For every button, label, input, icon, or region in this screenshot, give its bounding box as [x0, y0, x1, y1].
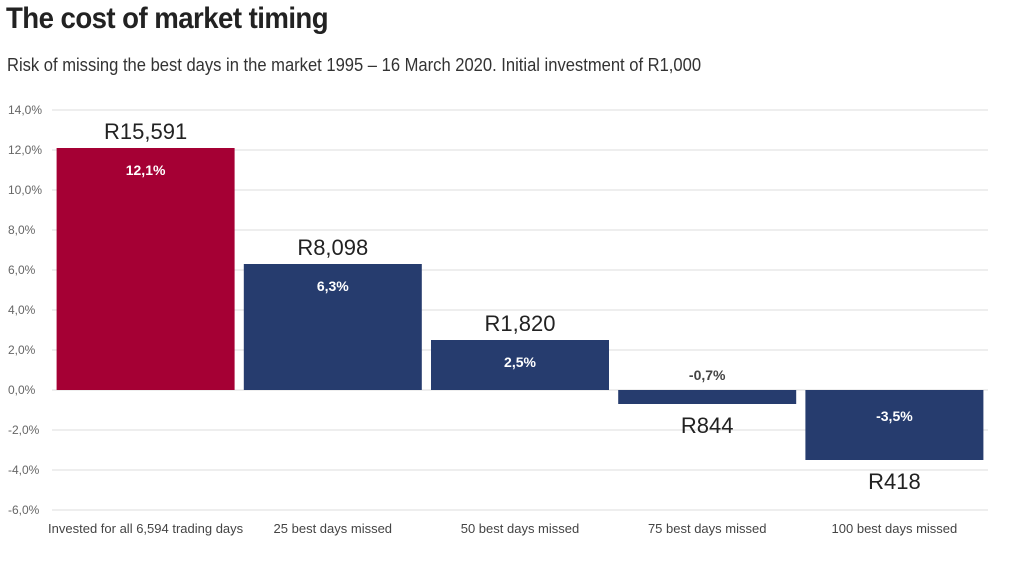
percent-label: 2,5%	[504, 354, 536, 370]
bar	[243, 264, 422, 390]
y-tick-label: -6,0%	[8, 503, 40, 517]
y-tick-label: 4,0%	[8, 303, 36, 317]
final-value-label: R1,820	[485, 311, 556, 336]
percent-label: -3,5%	[876, 408, 913, 424]
category-label: 50 best days missed	[461, 521, 580, 536]
final-value-label: R15,591	[104, 119, 187, 144]
category-label: 100 best days missed	[832, 521, 958, 536]
y-axis: -6,0% -4,0% -2,0% 0,0% 2,0% 4,0% 6,0% 8,0% 10,0%…	[8, 103, 42, 517]
final-value-label: R418	[868, 469, 921, 494]
bars	[56, 148, 984, 460]
y-tick-label: 0,0%	[8, 383, 36, 397]
category-label: Invested for all 6,594 trading days	[48, 521, 244, 536]
bar	[56, 148, 235, 390]
bar	[618, 390, 797, 404]
final-value-label: R844	[681, 413, 734, 438]
percent-label: 12,1%	[126, 162, 166, 178]
bar-labels: 12,1% R15,591 6,3% R8,098 2,5% R1,820 -0,7% R84…	[104, 119, 921, 494]
y-tick-label: 8,0%	[8, 223, 36, 237]
y-tick-label: -4,0%	[8, 463, 40, 477]
category-label: 25 best days missed	[274, 521, 393, 536]
y-tick-label: -2,0%	[8, 423, 40, 437]
percent-label: -0,7%	[689, 367, 726, 383]
x-axis: Invested for all 6,594 trading days 25 be…	[48, 521, 957, 536]
y-tick-label: 12,0%	[8, 143, 42, 157]
bar	[805, 390, 984, 460]
final-value-label: R8,098	[297, 235, 368, 260]
percent-label: 6,3%	[317, 278, 349, 294]
chart-title: The cost of market timing	[6, 2, 329, 35]
chart-subtitle: Risk of missing the best days in the mar…	[7, 55, 702, 75]
bar	[431, 340, 609, 390]
y-tick-label: 6,0%	[8, 263, 36, 277]
y-tick-label: 14,0%	[8, 103, 42, 117]
y-tick-label: 10,0%	[8, 183, 42, 197]
category-label: 75 best days missed	[648, 521, 767, 536]
y-tick-label: 2,0%	[8, 343, 36, 357]
